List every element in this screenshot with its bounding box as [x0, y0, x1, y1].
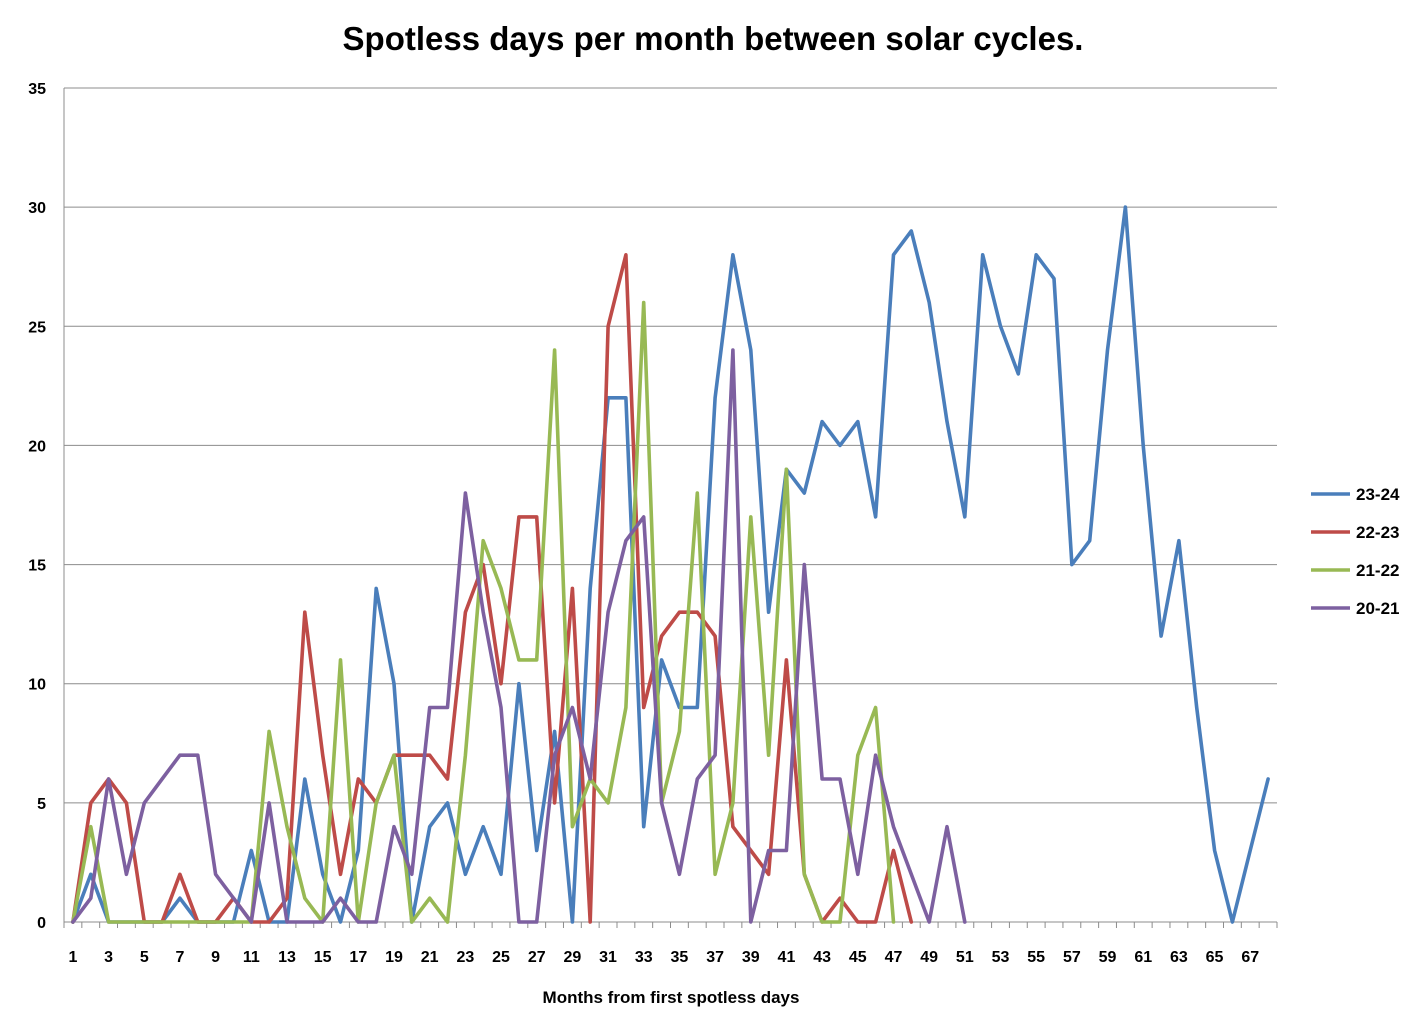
x-tick-label: 47	[885, 949, 903, 966]
x-tick-label: 9	[211, 949, 220, 966]
x-tick-label: 11	[243, 949, 260, 966]
x-tick-label: 29	[563, 949, 581, 966]
x-tick-label: 61	[1134, 949, 1152, 966]
x-tick-label: 37	[706, 949, 724, 966]
x-tick-label: 7	[175, 949, 184, 966]
legend-label: 21-22	[1356, 561, 1399, 580]
chart-title: Spotless days per month between solar cy…	[342, 20, 1084, 57]
x-tick-label: 59	[1099, 949, 1117, 966]
legend-label: 22-23	[1356, 523, 1399, 542]
x-tick-label: 33	[635, 949, 653, 966]
y-tick-label: 25	[28, 319, 46, 336]
x-tick-label: 17	[349, 949, 367, 966]
x-tick-label: 57	[1063, 949, 1081, 966]
series-line-21-22	[71, 300, 896, 924]
legend: 23-24 22-23 21-22 20-21	[1311, 485, 1400, 618]
x-tick-label: 13	[278, 949, 296, 966]
y-tick-label: 15	[28, 558, 46, 575]
y-tick-label: 30	[28, 200, 46, 217]
x-tick-label: 3	[104, 949, 113, 966]
x-tick-label: 21	[421, 949, 439, 966]
y-tick-label: 10	[28, 677, 46, 694]
x-tick-label: 23	[456, 949, 474, 966]
x-tick-label: 15	[314, 949, 332, 966]
y-tick-label: 5	[37, 796, 46, 813]
series-line-23-24	[71, 205, 1270, 924]
x-tick-label: 27	[528, 949, 546, 966]
x-axis-title: Months from first spotless days	[543, 988, 800, 1007]
x-tick-label: 51	[956, 949, 974, 966]
x-tick-label: 41	[778, 949, 796, 966]
x-tick-label: 1	[68, 949, 77, 966]
x-tick-label: 19	[385, 949, 403, 966]
x-tick-label: 39	[742, 949, 760, 966]
x-tick-label: 45	[849, 949, 867, 966]
x-tick-label: 43	[813, 949, 831, 966]
series-lines	[71, 205, 1270, 924]
x-tick-label: 63	[1170, 949, 1188, 966]
x-tick-label: 49	[920, 949, 938, 966]
x-tick-label: 35	[671, 949, 689, 966]
y-tick-label: 20	[28, 438, 46, 455]
x-tick-label: 25	[492, 949, 510, 966]
x-tick-label: 5	[140, 949, 149, 966]
series-line-22-23	[71, 253, 914, 924]
legend-label: 23-24	[1356, 485, 1400, 504]
gridlines	[64, 87, 1277, 804]
y-tick-label: 0	[37, 915, 46, 932]
series-line-20-21	[71, 348, 967, 924]
legend-label: 20-21	[1356, 599, 1399, 618]
x-tick-label: 65	[1206, 949, 1224, 966]
x-tick-label: 31	[599, 949, 617, 966]
x-tick-label: 53	[992, 949, 1010, 966]
y-tick-label: 35	[28, 81, 46, 98]
x-tick-label: 67	[1241, 949, 1259, 966]
x-tick-label: 55	[1027, 949, 1045, 966]
